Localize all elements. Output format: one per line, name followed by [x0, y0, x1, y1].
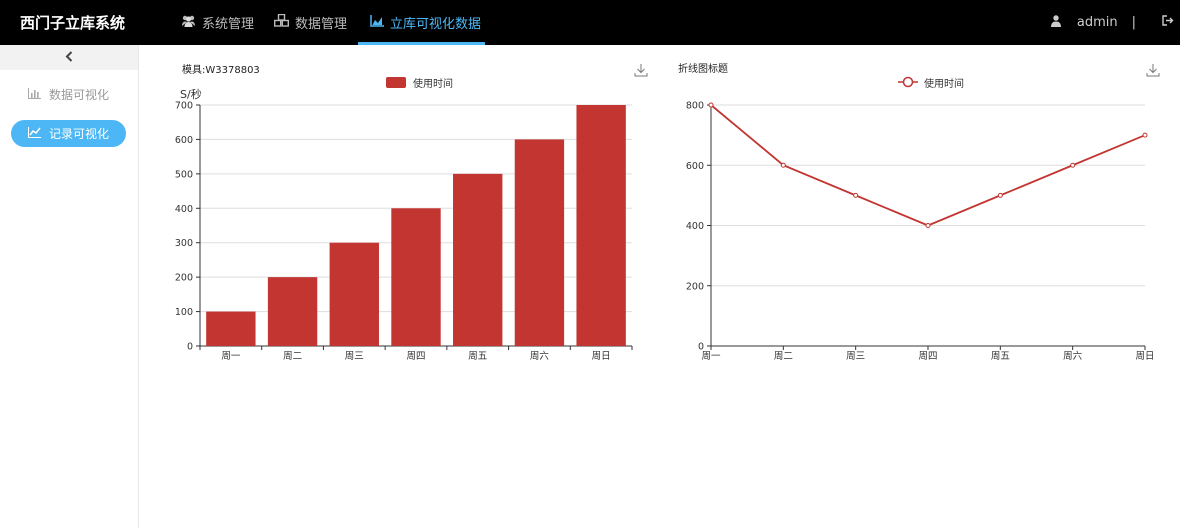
- user-icon: [1050, 14, 1061, 31]
- x-tick-label: 周二: [283, 351, 302, 362]
- data-point: [1070, 162, 1076, 168]
- chevron-left-icon: [65, 50, 73, 66]
- sign-out-icon: [1162, 15, 1174, 30]
- legend-label: 使用时间: [924, 77, 964, 90]
- brand-title[interactable]: 西门子立库系统: [20, 14, 126, 32]
- top-bar: 西门子立库系统 系统管理 数据管理 立库可视化数据 admin |: [0, 0, 1180, 45]
- bar-chart: 使用时间 S/秒 0 100 200 300 400 500 600 700 周一 周二 周三 周四 周五 周…: [175, 77, 633, 362]
- sidebar-item-record-visualization[interactable]: 记录可视化: [11, 120, 126, 147]
- bar: [514, 139, 565, 346]
- data-point: [780, 162, 786, 168]
- y-tick-label: 600: [175, 135, 193, 146]
- x-tick-label: 周日: [592, 351, 611, 362]
- nav-warehouse-visualization[interactable]: 立库可视化数据: [370, 0, 481, 45]
- x-tick-label: 周四: [406, 351, 425, 362]
- sidebar-item-label: 记录可视化: [48, 127, 109, 141]
- line-chart-icon: [27, 126, 41, 141]
- y-tick-label: 600: [686, 161, 704, 172]
- x-tick-label: 周一: [701, 351, 721, 362]
- line-chart-title: 折线图标题: [678, 64, 728, 75]
- nav-system-management[interactable]: 系统管理: [181, 0, 254, 45]
- bar-chart-title: 模具:W3378803: [182, 65, 260, 76]
- bar: [391, 208, 441, 346]
- download-icon[interactable]: [634, 63, 648, 80]
- bar: [267, 277, 318, 346]
- x-tick-label: 周一: [221, 351, 241, 362]
- nav-label: 系统管理: [202, 17, 255, 32]
- y-tick-label: 400: [686, 221, 704, 232]
- data-point: [925, 223, 931, 228]
- x-tick-label: 周日: [1135, 351, 1154, 362]
- nav-label: 立库可视化数据: [390, 17, 482, 32]
- y-tick-label: 800: [686, 101, 704, 112]
- cubes-icon: [273, 13, 290, 31]
- bar: [453, 173, 503, 346]
- sidebar-item-label: 数据可视化: [48, 88, 109, 102]
- y-tick-label: 300: [175, 238, 193, 249]
- x-tick-label: 周二: [774, 351, 793, 362]
- legend: 使用时间: [386, 77, 453, 90]
- nav-data-management[interactable]: 数据管理: [273, 0, 348, 45]
- data-point: [708, 102, 714, 108]
- logout-button[interactable]: [1162, 0, 1174, 45]
- legend-marker: [902, 76, 914, 88]
- sidebar-collapse-button[interactable]: [0, 45, 138, 70]
- legend: 使用时间: [898, 76, 964, 90]
- bar: [329, 242, 379, 346]
- separator: |: [1131, 15, 1136, 30]
- bar: [206, 311, 256, 346]
- y-tick-label: 500: [175, 169, 193, 180]
- download-icon[interactable]: [1146, 63, 1160, 80]
- x-tick-label: 周五: [468, 351, 487, 362]
- bar-chart-icon: [27, 87, 41, 102]
- y-tick-label: 0: [698, 342, 704, 353]
- x-tick-label: 周六: [1063, 350, 1083, 362]
- user-menu[interactable]: admin |: [1050, 0, 1136, 45]
- bar: [576, 105, 626, 346]
- data-point: [997, 192, 1003, 198]
- y-tick-label: 700: [175, 101, 193, 112]
- sidebar-item-data-visualization[interactable]: 数据可视化: [11, 81, 126, 108]
- y-tick-label: 0: [187, 342, 193, 353]
- username: admin: [1076, 15, 1118, 30]
- y-tick-label: 200: [175, 273, 193, 284]
- area-chart-icon: [370, 14, 384, 31]
- x-tick-label: 周三: [345, 351, 364, 362]
- line-chart: 使用时间 0 200 400 600 800 周一 周二 周三 周四 周五 周六 周日: [686, 76, 1155, 362]
- y-axis-label: S/秒: [180, 87, 202, 101]
- y-tick-label: 200: [686, 281, 704, 292]
- legend-swatch: [386, 77, 406, 88]
- legend-label: 使用时间: [413, 77, 453, 90]
- x-tick-label: 周四: [918, 351, 937, 362]
- x-tick-label: 周六: [530, 350, 550, 362]
- y-tick-label: 100: [175, 307, 193, 318]
- data-point: [1142, 132, 1148, 138]
- users-icon: [181, 15, 196, 31]
- active-nav-indicator: [358, 42, 485, 45]
- data-point: [853, 192, 859, 198]
- nav-label: 数据管理: [295, 17, 348, 32]
- x-tick-label: 周五: [991, 351, 1010, 362]
- y-tick-label: 400: [175, 204, 193, 215]
- sidebar: 数据可视化 记录可视化: [0, 45, 139, 528]
- x-tick-label: 周三: [846, 351, 865, 362]
